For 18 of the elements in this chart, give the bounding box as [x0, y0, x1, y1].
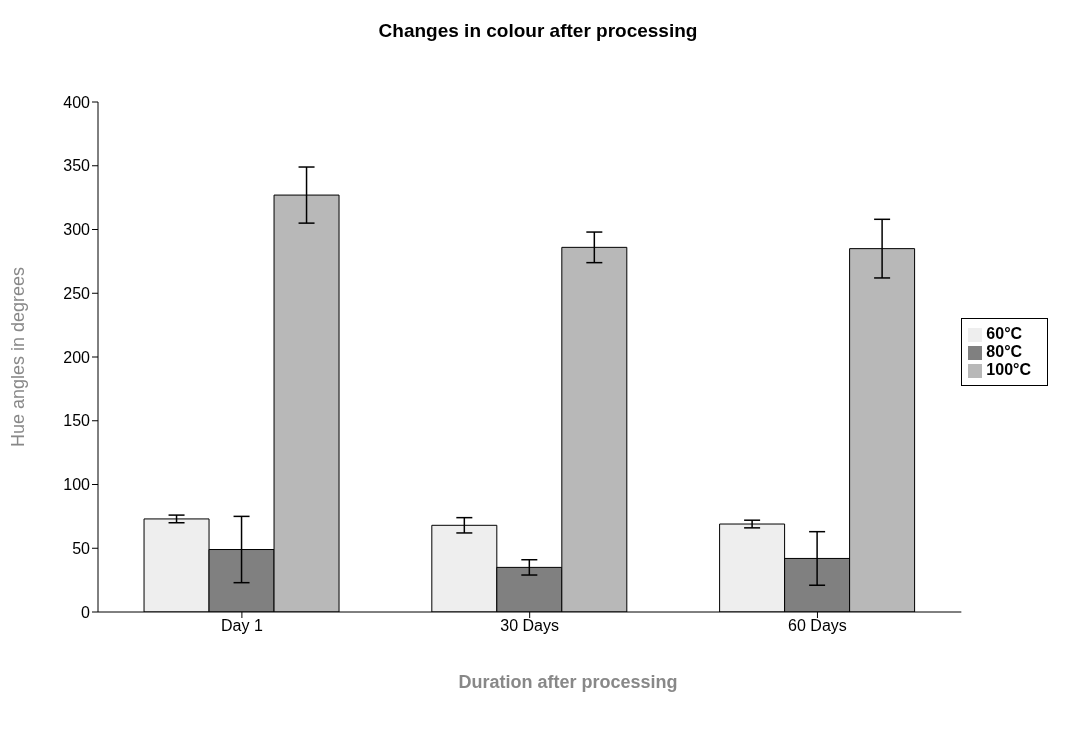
y-tick-label: 200 [63, 348, 91, 366]
y-tick-label: 0 [81, 603, 91, 621]
y-tick-label: 100 [63, 476, 91, 494]
x-tick-label: Day 1 [220, 617, 263, 635]
y-tick-label: 250 [63, 284, 91, 302]
y-tick-label: 350 [63, 157, 91, 175]
y-tick-label: 150 [63, 412, 91, 430]
y-tick-label: 50 [72, 539, 91, 557]
legend-label: 80°C [986, 343, 1023, 360]
chart-title: Changes in colour after processing [377, 19, 699, 42]
x-tick-label: 60 Days [788, 617, 847, 635]
y-tick-label: 300 [63, 221, 91, 239]
legend-label: 100°C [986, 361, 1031, 378]
x-axis-title: Duration after processing [457, 672, 679, 693]
y-tick-label: 400 [63, 93, 91, 111]
x-tick-label: 30 Days [500, 617, 560, 635]
y-axis-title: Hue angles in degrees [8, 266, 29, 447]
legend-label: 60°C [986, 325, 1023, 342]
